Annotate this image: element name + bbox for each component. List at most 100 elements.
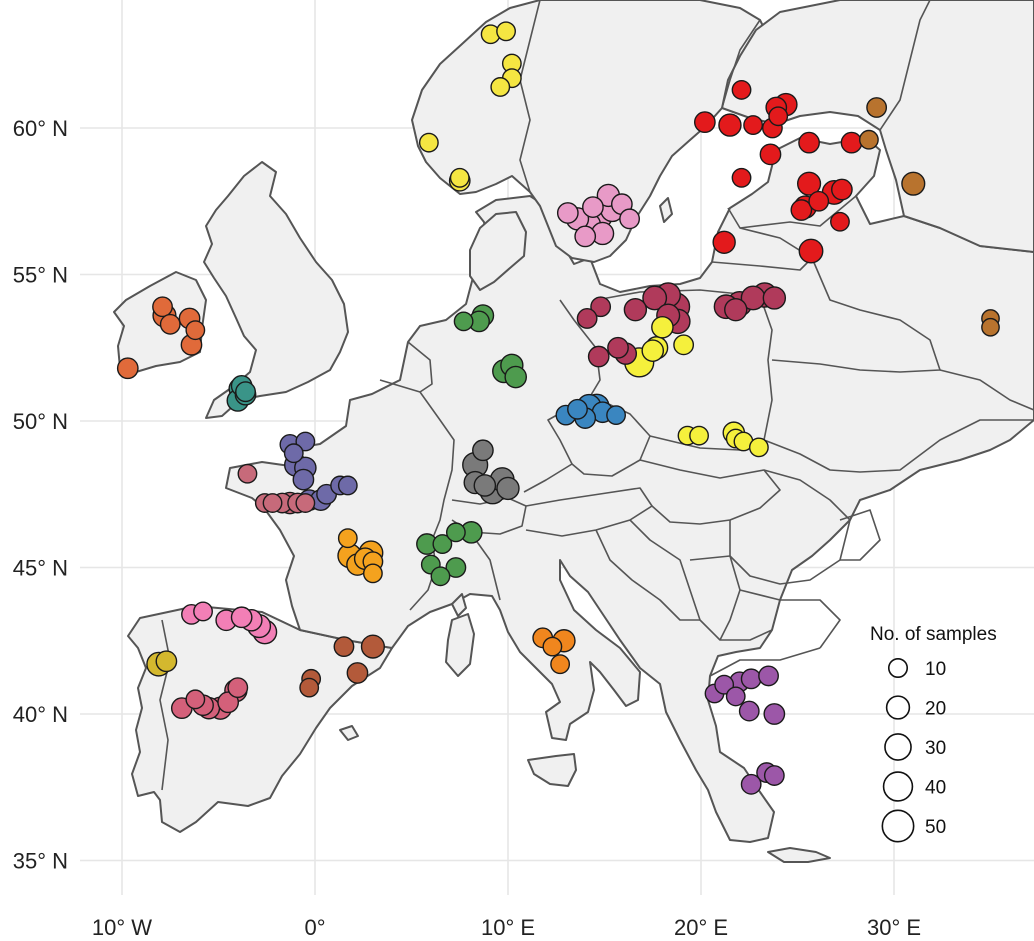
sample-point [831,178,853,201]
border-bulgaria [739,589,841,649]
sample-point [496,476,520,501]
sample-point [193,601,213,622]
sample-point [808,190,830,212]
sample-point [858,129,879,150]
sample-point [740,668,762,690]
border-pyrenees [261,611,347,641]
sample-point [619,208,641,230]
border-greece [709,647,821,677]
sample-point [362,563,383,584]
border-finland-russia [879,0,931,131]
sample-point [642,285,668,311]
sample-point [748,437,769,458]
y-tick-label: 40° N [13,702,68,727]
sample-point [295,431,316,452]
sample-point [159,313,181,335]
sample-point [155,650,178,673]
sample-point [337,528,358,549]
sample-point [693,111,716,134]
sample-point [725,686,746,707]
sample-point [333,636,355,658]
legend-size-label: 30 [925,738,946,759]
border-sweden-finland [721,19,761,109]
border-russia [939,369,1034,411]
sample-point [360,634,385,659]
sample-point [576,308,598,329]
sample-point [768,106,789,127]
sample-point [152,296,173,318]
border-baltics-2 [739,195,857,229]
border-benelux [407,341,433,393]
border-sweden-norway [519,0,541,193]
sample-point [607,336,629,359]
legend-size-label: 20 [925,699,946,720]
sample-point [292,468,315,491]
sample-point [759,143,782,166]
country-borders [159,0,1034,791]
y-tick-label: 55° N [13,263,68,288]
sample-point [550,654,571,675]
sample-point [473,474,497,497]
land-scandinavia [411,0,771,263]
legend-title: No. of samples [870,624,997,645]
sample-point [762,286,787,310]
sample-point [116,357,139,380]
sample-point [758,665,779,687]
x-tick-label: 30° E [867,915,921,940]
sample-point [556,202,579,224]
sample-point [731,167,752,188]
sample-point [295,493,316,513]
sample-point [981,317,1000,337]
land-finland [721,0,1034,253]
sample-point [623,297,648,322]
border-spain-portugal [159,619,171,791]
border-balkans [629,519,773,641]
legend-size-label: 40 [925,778,946,799]
sample-point [230,606,253,629]
sample-point [712,230,736,254]
sample-point [217,691,240,714]
land-baleares [339,725,359,741]
x-tick-label: 10° W [92,915,152,940]
sample-point [590,296,612,318]
legend-size-circle [887,657,909,679]
sample-point [790,199,813,221]
sample-point [866,97,888,118]
sample-point [453,311,474,332]
sample-point [445,522,466,543]
sample-point [574,225,597,248]
sample-point [724,297,748,322]
land-layer [113,0,1034,863]
x-tick-label: 10° E [481,915,535,940]
y-tick-label: 45° N [13,556,68,581]
axis-labels: 10° W 0° 10° E 20° E 30° E 60° N 55° N 50° N 45°… [13,116,921,940]
land-jutland [469,211,527,291]
sample-point [714,674,735,695]
x-tick-label: 20° E [674,915,728,940]
sample-point [797,171,822,196]
sample-point [472,439,494,462]
sample-point [763,765,785,786]
border-balkans-2 [595,529,700,621]
sample-point [651,315,674,339]
legend-size-label: 10 [925,659,946,680]
legend-size-circle [884,733,912,761]
sample-point [743,115,764,135]
sample-point [262,493,283,513]
sample-point [606,405,626,426]
sample-point [346,662,369,684]
legend-size-circle [882,771,914,802]
y-tick-label: 50° N [13,409,68,434]
sample-point [430,566,451,587]
border-romania [729,469,851,585]
sample-point [731,79,752,100]
border-moldova [839,509,881,561]
sample-point [185,320,206,341]
sample-point [283,443,304,464]
sample-point [504,365,528,389]
sample-points [116,21,1000,795]
y-tick-label: 35° N [13,849,68,874]
sample-point [763,703,786,725]
y-tick-label: 60° N [13,116,68,141]
sample-point [641,339,665,362]
